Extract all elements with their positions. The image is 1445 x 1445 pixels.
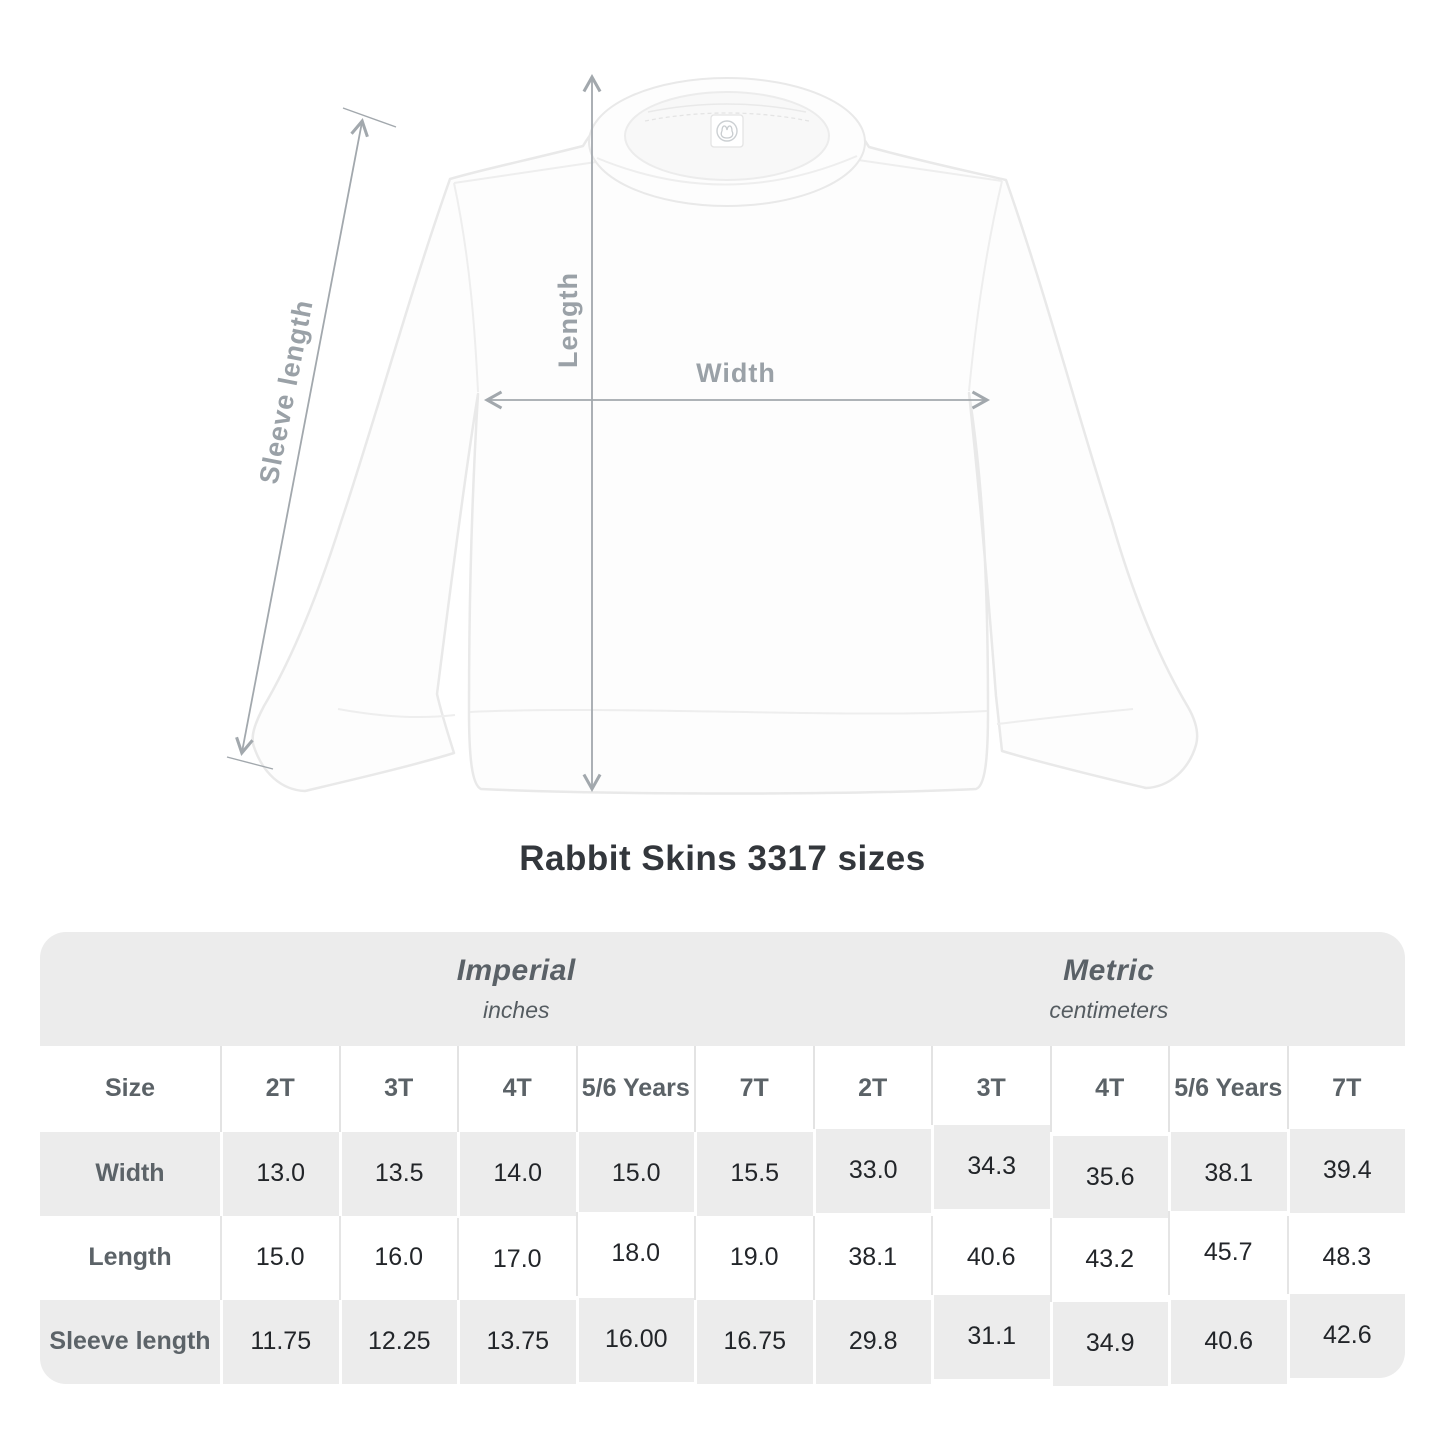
size-value: 15.5 [694,1131,813,1216]
sweatshirt-illustration [251,77,1199,795]
column-header: 4T [457,1045,576,1132]
size-value: 35.6 [1049,1135,1168,1220]
size-value: 11.75 [220,1299,339,1384]
size-value: 12.25 [338,1299,457,1384]
column-header: 3T [931,1045,1050,1132]
column-header: 5/6 Years [1168,1045,1287,1132]
size-value: 16.00 [575,1297,694,1382]
column-header-row: Size 2T 3T 4T 5/6 Years 7T 2T 3T 4T 5/6 … [40,1045,1406,1132]
band-corner-cell [40,931,220,1046]
size-value: 13.5 [338,1131,457,1216]
size-value: 16.75 [694,1299,813,1384]
size-value: 39.4 [1286,1128,1406,1213]
table-row-width: Width 13.0 13.5 14.0 15.0 15.5 33.0 34.3… [40,1124,1406,1220]
size-value: 48.3 [1286,1215,1406,1300]
size-header-cell: Size [40,1045,220,1132]
length-label: Length [553,272,583,368]
seam-lines [337,159,1134,725]
column-header: 2T [220,1045,339,1132]
size-value: 38.1 [812,1215,931,1300]
metric-label: Metric [1063,953,1155,987]
page-title: Rabbit Skins 3317 sizes [519,839,926,878]
size-value: 38.1 [1168,1131,1287,1216]
sleeve-length-label: Sleeve length [254,297,319,486]
width-label: Width [696,358,776,388]
size-value: 33.0 [812,1128,931,1213]
table-row-sleeve-length: Sleeve length 11.75 12.25 13.75 16.00 16… [40,1293,1406,1386]
column-header: 5/6 Years [575,1045,694,1132]
collar-bottom-seam [596,155,858,186]
table-row-length: Length 15.0 16.0 17.0 18.0 19.0 38.1 40.… [40,1210,1406,1302]
size-value: 45.7 [1168,1210,1287,1295]
collar-back-tape [647,103,807,113]
sweatshirt-diagram-svg: Length Width Sleeve length [226,73,1199,795]
column-header: 2T [812,1045,931,1132]
size-diagram: Length Width Sleeve length [226,73,1199,795]
metric-group-header: Metric centimeters [812,931,1406,1046]
size-table: Imperial inches Metric centimeters Size … [40,931,1406,1386]
row-label: Width [40,1131,220,1216]
sleeve-length-arrow [235,118,369,756]
size-value: 13.75 [457,1299,576,1384]
imperial-group-header: Imperial inches [220,931,813,1046]
measurement-arrows [226,73,991,793]
metric-unit-label: centimeters [1049,996,1169,1023]
size-value: 29.8 [812,1299,931,1384]
size-value: 34.3 [931,1124,1050,1209]
column-header: 7T [694,1045,813,1132]
size-value: 14.0 [457,1131,576,1216]
size-value: 43.2 [1049,1217,1168,1302]
size-value: 34.9 [1049,1301,1168,1386]
rabbit-logo-glyph [720,125,734,139]
column-header: 7T [1286,1045,1406,1132]
size-value: 40.6 [1168,1299,1287,1384]
unit-group-header-row: Imperial inches Metric centimeters [40,931,1406,1046]
column-header: 4T [1049,1045,1168,1132]
size-value: 18.0 [575,1211,694,1296]
size-value: 15.0 [575,1131,694,1216]
size-value: 16.0 [338,1215,457,1300]
row-label: Length [40,1215,220,1300]
size-value: 15.0 [220,1215,339,1300]
row-label: Sleeve length [40,1299,220,1384]
size-value: 13.0 [220,1131,339,1216]
imperial-label: Imperial [456,953,576,987]
imperial-unit-label: inches [483,996,550,1023]
size-value: 40.6 [931,1215,1050,1300]
size-value: 19.0 [694,1215,813,1300]
size-value: 42.6 [1286,1293,1406,1378]
sleeve-arrow-bottom-tick [226,756,274,770]
size-value: 17.0 [457,1217,576,1302]
column-header: 3T [338,1045,457,1132]
size-value: 31.1 [931,1294,1050,1379]
sleeve-arrow-top-tick [342,107,397,128]
